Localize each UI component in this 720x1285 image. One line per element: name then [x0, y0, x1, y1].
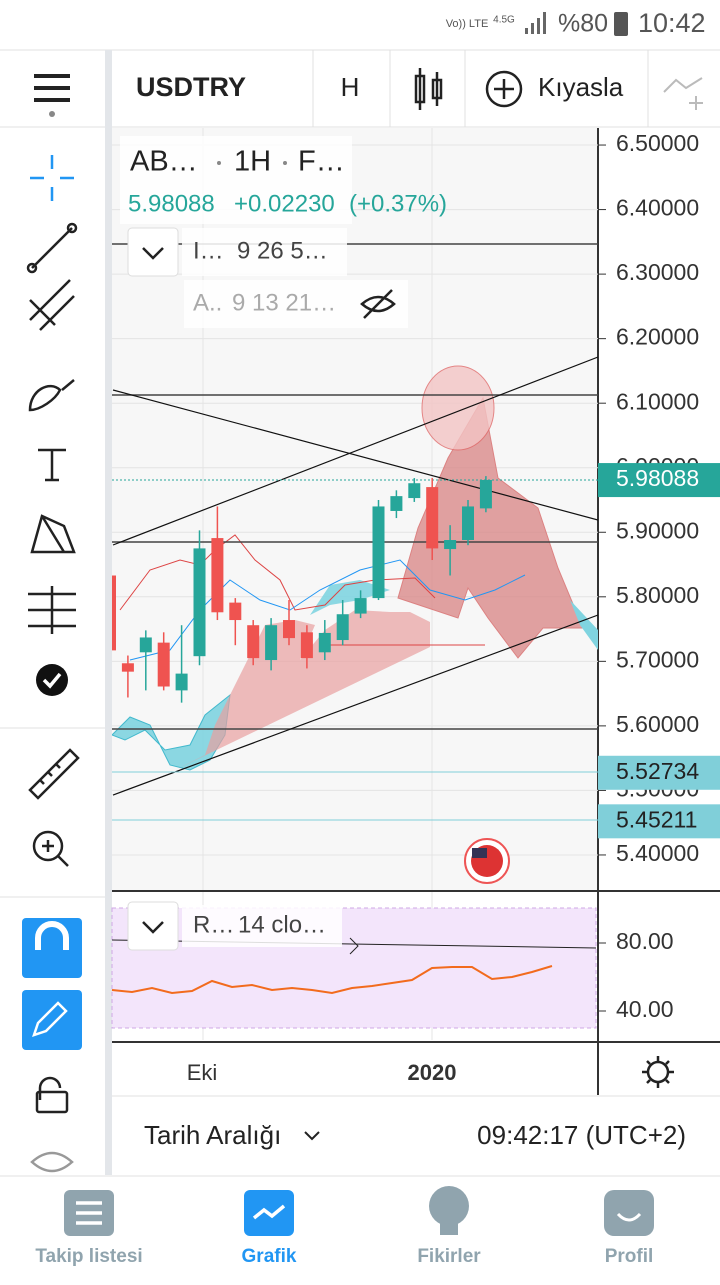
rsi-tick-label: 40.00 — [616, 996, 674, 1022]
rsi-params: 14 clo… — [238, 911, 326, 938]
interval[interactable]: H — [341, 72, 360, 102]
candle-body — [121, 663, 134, 672]
candle-body — [112, 575, 116, 651]
candle-body — [336, 614, 349, 641]
candle-body — [408, 483, 421, 499]
timezone-clock[interactable]: 09:42:17 (UTC+2) — [477, 1120, 686, 1150]
overlays — [112, 243, 598, 821]
price-badge — [598, 755, 720, 790]
y-tick-label: 5.40000 — [616, 840, 699, 866]
lock-draw-button[interactable] — [22, 990, 82, 1050]
legend-interval: 1H — [234, 146, 271, 178]
hide-icon[interactable] — [360, 289, 396, 319]
candle-body — [265, 625, 278, 661]
indicator-params: 9 26 5… — [237, 237, 328, 264]
nav-item[interactable]: Fikirler — [417, 1246, 481, 1267]
y-tick-label: 6.50000 — [616, 130, 699, 156]
indicator-name: I… — [193, 237, 224, 264]
price-badge — [598, 804, 720, 839]
candle-body — [157, 642, 170, 687]
candle-body — [462, 506, 474, 541]
collapse-button[interactable] — [127, 901, 179, 951]
time-label: 2020 — [408, 1060, 457, 1085]
price-badge-label: 5.98088 — [616, 465, 699, 491]
candle-body — [229, 602, 242, 621]
legend-change: +0.02230 — [234, 190, 335, 217]
candle-body — [300, 632, 313, 659]
price-badge-label: 5.45211 — [616, 806, 697, 832]
y-tick-label: 5.80000 — [616, 582, 699, 608]
collapse-button[interactable] — [127, 227, 179, 277]
y-tick-label: 5.90000 — [616, 517, 699, 543]
price-badge-label: 5.52734 — [616, 758, 699, 784]
indicator-params: 9 13 21… — [232, 289, 336, 316]
candle-body — [444, 540, 457, 550]
drawing-tools[interactable] — [26, 155, 78, 634]
compare-label[interactable]: Kıyasla — [538, 72, 624, 102]
candle-body — [390, 496, 403, 511]
candle-body — [318, 632, 331, 653]
nav-item[interactable]: Profil — [605, 1246, 654, 1267]
symbol[interactable]: USDTRY — [136, 72, 246, 102]
rsi-tick-label: 80.00 — [616, 928, 674, 954]
candle-body — [139, 637, 152, 653]
y-tick-label: 6.30000 — [616, 259, 699, 285]
menu-icon[interactable] — [34, 74, 70, 102]
y-tick-label: 5.70000 — [616, 646, 699, 672]
settings-icon[interactable] — [642, 1056, 674, 1088]
time-label: Eki — [187, 1060, 218, 1085]
y-tick-label: 5.60000 — [616, 711, 699, 737]
compare-button[interactable]: Kıyasla — [485, 70, 624, 108]
legend-symbol: AB… — [130, 146, 198, 178]
indicator-name: A.. — [193, 289, 222, 316]
legend-change-pct: (+0.37%) — [349, 190, 447, 217]
nav-item[interactable]: Takip listesi — [35, 1246, 142, 1267]
candle-body — [354, 598, 367, 614]
network: Vo)) LTE — [446, 18, 489, 30]
clock: 10:42 — [638, 8, 706, 38]
signal-type: 4.5G — [493, 15, 515, 26]
nav-item[interactable]: Grafik — [242, 1246, 297, 1267]
candle-body — [479, 479, 492, 509]
candle-icon[interactable] — [414, 68, 443, 110]
legend-price: 5.98088 — [128, 190, 215, 217]
candle-body — [372, 506, 385, 599]
price-badge — [598, 463, 720, 498]
rsi-name: R… — [193, 911, 234, 938]
y-tick-label: 6.10000 — [616, 388, 699, 414]
candle-body — [283, 620, 295, 639]
candle-body — [193, 548, 206, 657]
candle-body — [426, 487, 439, 549]
candle-body — [247, 625, 260, 659]
date-range[interactable]: Tarih Aralığı — [144, 1120, 281, 1150]
legend-exchange: F… — [298, 146, 345, 178]
candle-body — [175, 673, 188, 691]
y-tick-label: 6.20000 — [616, 324, 699, 350]
battery: %80 — [558, 10, 608, 38]
candle-body — [211, 538, 224, 613]
y-tick-label: 6.40000 — [616, 195, 699, 221]
